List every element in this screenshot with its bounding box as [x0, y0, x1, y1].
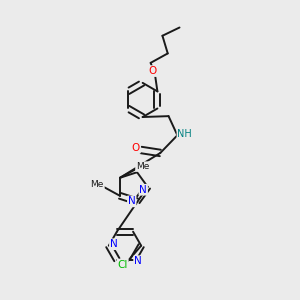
Text: Cl: Cl — [117, 260, 128, 269]
Text: Me: Me — [91, 180, 104, 189]
Text: Me: Me — [136, 162, 149, 171]
Text: NH: NH — [177, 129, 192, 139]
Text: N: N — [134, 256, 142, 266]
Text: N: N — [110, 239, 118, 249]
Text: O: O — [148, 66, 157, 76]
Text: N: N — [140, 185, 147, 195]
Text: O: O — [132, 142, 140, 153]
Text: N: N — [128, 196, 136, 206]
